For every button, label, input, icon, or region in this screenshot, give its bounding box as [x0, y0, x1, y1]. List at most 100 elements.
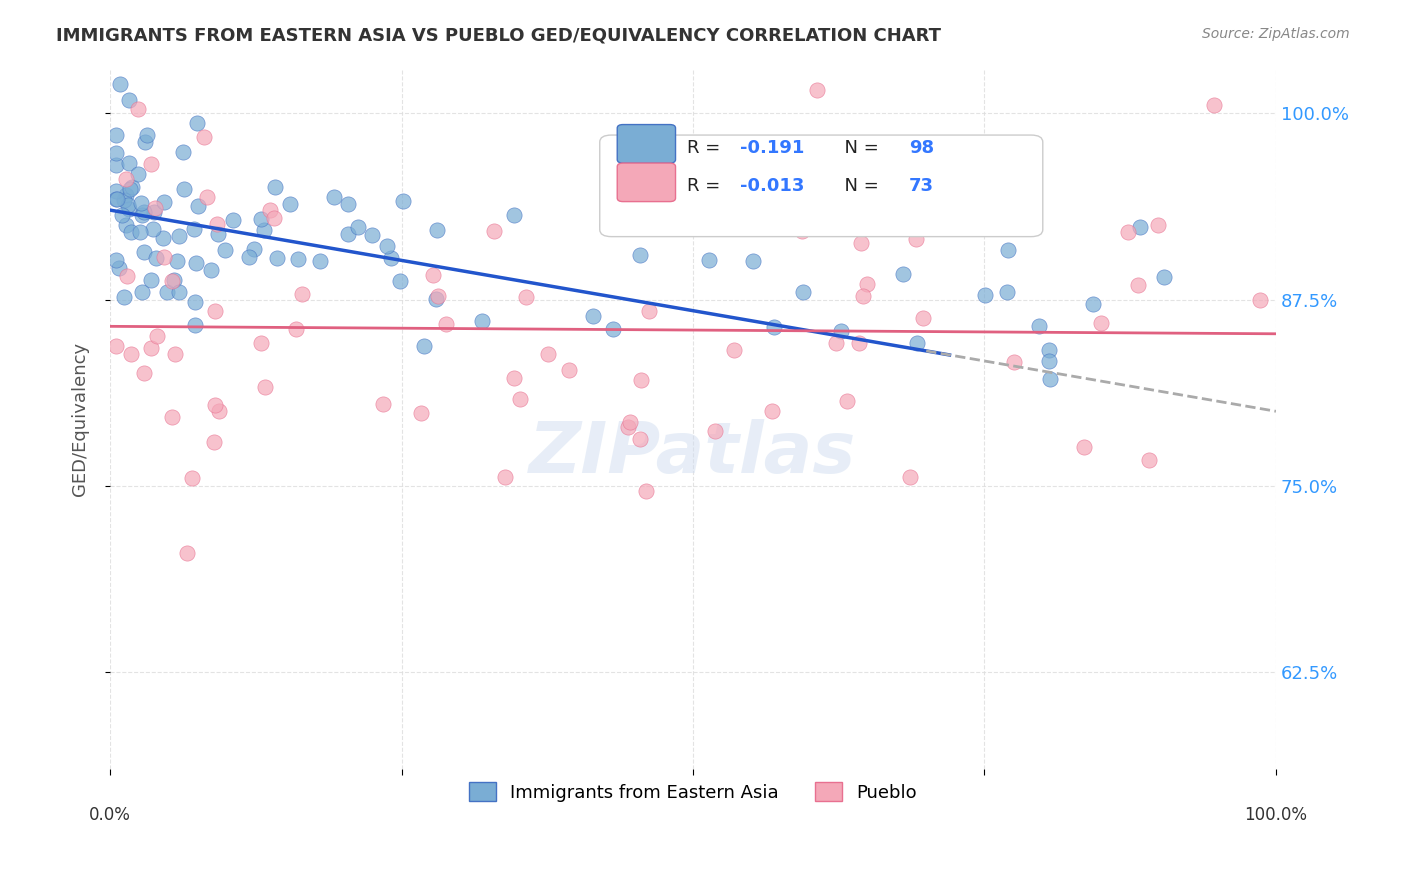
Point [118, 156, 141, 170]
Legend: Immigrants from Eastern Asia, Pueblo: Immigrants from Eastern Asia, Pueblo [461, 775, 925, 809]
Point [163, 273, 186, 287]
Point [200, 263, 222, 277]
Point [152, 231, 174, 245]
Point [1039, 372, 1062, 386]
Point [104, 184, 127, 198]
Point [1090, 316, 1112, 330]
Point [471, 314, 494, 328]
Point [905, 336, 928, 351]
Point [139, 341, 162, 355]
Text: 73: 73 [908, 178, 934, 195]
Text: 98: 98 [908, 138, 934, 157]
Point [848, 336, 870, 351]
Point [184, 294, 207, 309]
Point [204, 303, 226, 318]
Point [1081, 297, 1104, 311]
Point [602, 322, 624, 336]
Point [1147, 218, 1170, 232]
Point [118, 202, 141, 216]
Text: Source: ZipAtlas.com: Source: ZipAtlas.com [1202, 27, 1350, 41]
Point [156, 285, 179, 299]
Point [104, 128, 127, 143]
Point [193, 129, 215, 144]
Point [558, 363, 581, 377]
Point [105, 192, 128, 206]
Point [165, 346, 187, 360]
Point [146, 329, 169, 343]
Point [360, 228, 382, 243]
Point [792, 285, 814, 299]
Point [134, 136, 156, 150]
Point [377, 239, 399, 253]
Point [166, 254, 188, 268]
Point [1126, 278, 1149, 293]
Text: N =: N = [832, 178, 884, 195]
Point [141, 157, 163, 171]
Point [263, 180, 285, 194]
Point [482, 224, 505, 238]
Point [596, 218, 619, 232]
Point [692, 183, 714, 197]
Point [503, 371, 526, 385]
Point [503, 208, 526, 222]
Point [388, 274, 411, 288]
Point [253, 380, 276, 394]
Text: R =: R = [688, 178, 725, 195]
Point [422, 268, 444, 282]
Point [104, 158, 127, 172]
Point [153, 194, 176, 209]
Point [792, 224, 814, 238]
Point [111, 208, 134, 222]
Point [494, 469, 516, 483]
Point [1038, 354, 1060, 368]
Point [1204, 98, 1226, 112]
Point [619, 415, 641, 429]
Point [207, 227, 229, 241]
Point [105, 192, 128, 206]
Point [309, 254, 332, 268]
Point [628, 432, 651, 446]
Point [121, 180, 143, 194]
Point [980, 202, 1002, 217]
Point [250, 211, 273, 226]
Point [141, 273, 163, 287]
Point [285, 322, 308, 336]
Point [697, 252, 720, 267]
Point [127, 103, 149, 117]
Point [114, 172, 136, 186]
Point [1116, 225, 1139, 239]
Point [898, 470, 921, 484]
Point [128, 225, 150, 239]
Point [145, 251, 167, 265]
Point [837, 393, 859, 408]
Point [208, 404, 231, 418]
Point [1073, 440, 1095, 454]
Point [176, 546, 198, 560]
Point [1002, 355, 1025, 369]
Text: IMMIGRANTS FROM EASTERN ASIA VS PUEBLO GED/EQUIVALENCY CORRELATION CHART: IMMIGRANTS FROM EASTERN ASIA VS PUEBLO G… [56, 27, 941, 45]
Point [426, 223, 449, 237]
Point [242, 243, 264, 257]
Point [266, 251, 288, 265]
Point [825, 336, 848, 351]
Point [167, 285, 190, 300]
Point [713, 173, 735, 187]
Point [222, 213, 245, 227]
Point [856, 277, 879, 291]
Point [120, 182, 142, 196]
Point [135, 128, 157, 142]
Point [425, 292, 447, 306]
FancyBboxPatch shape [600, 135, 1043, 236]
Point [830, 324, 852, 338]
Point [380, 251, 402, 265]
Point [997, 285, 1019, 299]
Point [129, 196, 152, 211]
Point [134, 367, 156, 381]
Point [997, 243, 1019, 257]
Point [118, 93, 141, 107]
Point [509, 392, 531, 406]
Point [637, 304, 659, 318]
Text: R =: R = [688, 138, 725, 157]
Point [115, 218, 138, 232]
Point [1137, 452, 1160, 467]
